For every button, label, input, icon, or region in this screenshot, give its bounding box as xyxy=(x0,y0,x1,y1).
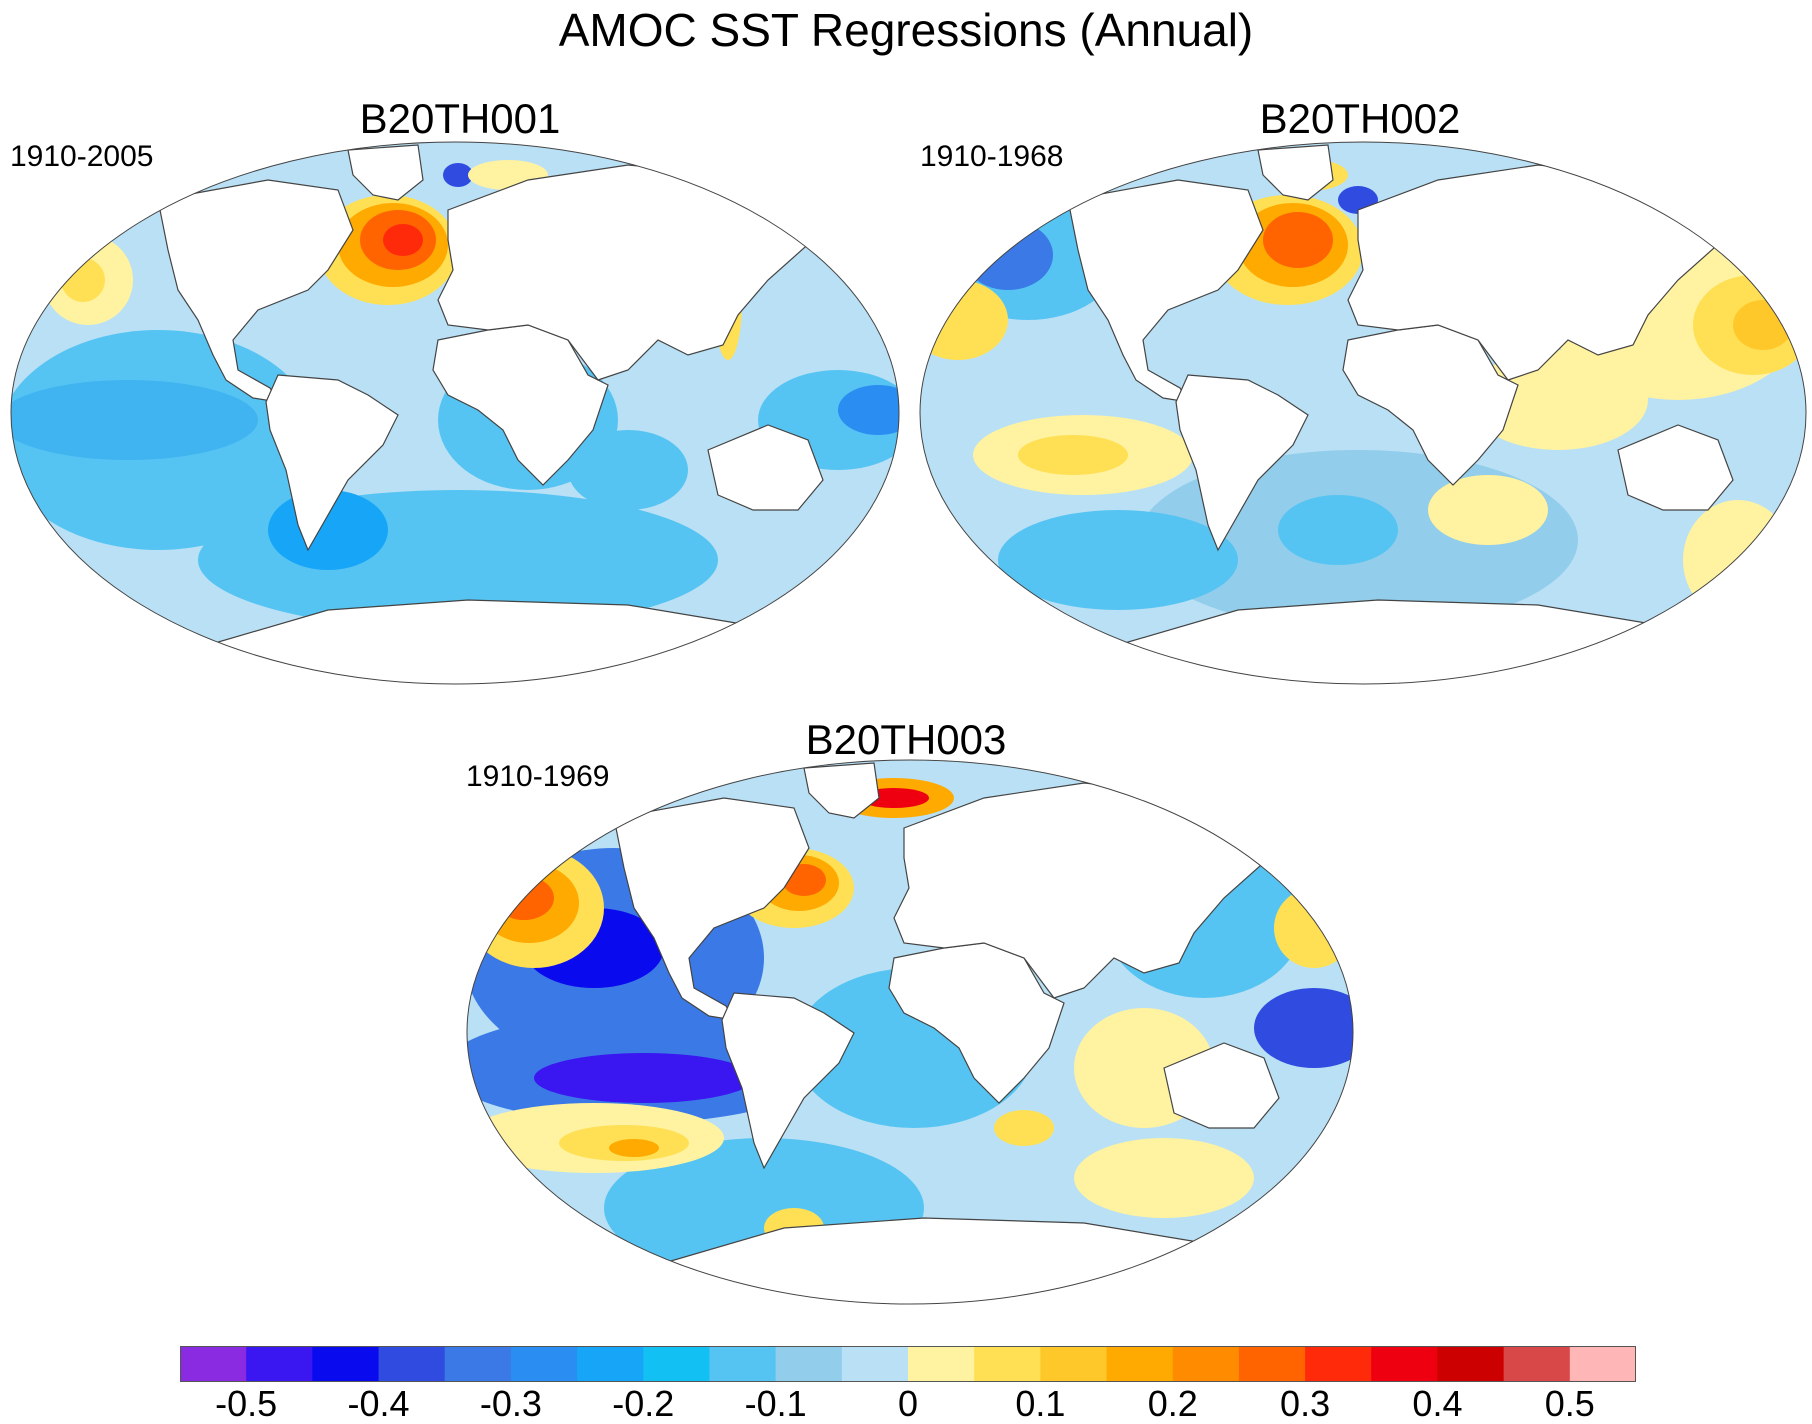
colorbar-label: -0.2 xyxy=(612,1383,675,1424)
colorbar-swatch xyxy=(1040,1346,1108,1382)
panel-title: B20TH003 xyxy=(805,716,1007,763)
colorbar-swatch xyxy=(1305,1346,1372,1382)
colorbar-label: 0.2 xyxy=(1147,1383,1198,1424)
colorbar-swatch xyxy=(510,1346,578,1382)
colorbar-swatch xyxy=(312,1346,380,1382)
colorbar-border xyxy=(180,1346,1636,1382)
sst-map-b20th003 xyxy=(466,759,1354,1305)
colorbar-swatch xyxy=(577,1346,644,1382)
panel-title: B20TH002 xyxy=(1259,95,1461,142)
panel-period: 1910-1969 xyxy=(466,760,610,793)
colorbar-swatch xyxy=(180,1346,247,1382)
colorbar-swatch xyxy=(841,1346,909,1382)
colorbar-label: -0.4 xyxy=(347,1383,410,1424)
sst-map-b20th002 xyxy=(919,141,1807,685)
colorbar-swatch xyxy=(1437,1346,1505,1382)
colorbar-label: 0.5 xyxy=(1544,1383,1595,1424)
panel-title: B20TH001 xyxy=(359,95,561,142)
colorbar-swatch xyxy=(246,1346,313,1382)
colorbar-swatch xyxy=(1238,1346,1306,1382)
figure-title: AMOC SST Regressions (Annual) xyxy=(558,4,1254,56)
colorbar-swatch xyxy=(775,1346,843,1382)
colorbar-label: 0.4 xyxy=(1412,1383,1463,1424)
colorbar-swatch xyxy=(1569,1346,1636,1382)
colorbar-label: 0 xyxy=(897,1383,919,1424)
colorbar-swatch xyxy=(378,1346,446,1382)
colorbar xyxy=(180,1346,1636,1382)
panel-period: 1910-2005 xyxy=(10,140,154,173)
colorbar-label: -0.3 xyxy=(479,1383,542,1424)
panel-period: 1910-1968 xyxy=(920,140,1064,173)
colorbar-swatch xyxy=(1172,1346,1240,1382)
colorbar-label: 0.1 xyxy=(1015,1383,1066,1424)
sst-map-b20th001 xyxy=(10,141,900,685)
colorbar-label: 0.3 xyxy=(1280,1383,1331,1424)
colorbar-swatch xyxy=(643,1346,710,1382)
colorbar-swatch xyxy=(908,1346,975,1382)
colorbar-label: -0.1 xyxy=(744,1383,807,1424)
colorbar-swatch xyxy=(1371,1346,1438,1382)
colorbar-swatch xyxy=(1106,1346,1174,1382)
colorbar-swatch xyxy=(444,1346,512,1382)
colorbar-swatch xyxy=(709,1346,777,1382)
colorbar-label: -0.5 xyxy=(215,1383,278,1424)
colorbar-swatch xyxy=(1503,1346,1571,1382)
colorbar-swatch xyxy=(974,1346,1041,1382)
